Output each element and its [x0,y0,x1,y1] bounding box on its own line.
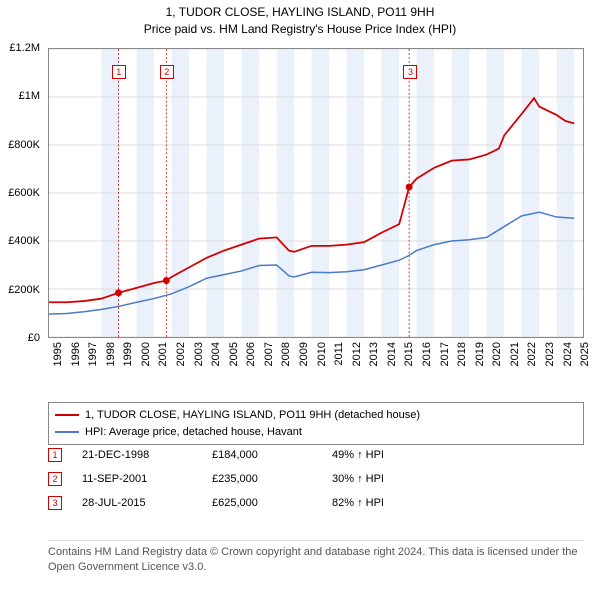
x-tick-label: 1996 [70,342,82,366]
event-row: 2 11-SEP-2001 £235,000 30% ↑ HPI [48,472,584,486]
x-tick-label: 2007 [263,342,275,366]
y-tick-label: £200K [8,284,40,296]
x-tick-label: 1999 [122,342,134,366]
y-tick-label: £0 [28,332,40,344]
x-tick-label: 2023 [544,342,556,366]
x-tick-label: 2005 [228,342,240,366]
x-tick-label: 2009 [298,342,310,366]
event-marker-2: 2 [160,65,174,79]
x-tick-label: 2010 [316,342,328,366]
y-axis-labels: £0£200K£400K£600K£800K£1M£1.2M [0,48,44,338]
chart-svg [49,49,583,337]
y-tick-label: £400K [8,235,40,247]
x-tick-label: 2022 [526,342,538,366]
events-table: 1 21-DEC-1998 £184,000 49% ↑ HPI 2 11-SEP-200… [48,448,584,520]
x-tick-label: 2003 [193,342,205,366]
legend-label-series2: HPI: Average price, detached house, Hava… [85,424,302,441]
title-line-2: Price paid vs. HM Land Registry's House … [0,21,600,38]
event-marker-3: 3 [403,65,417,79]
x-tick-label: 1998 [105,342,117,366]
legend-label-series1: 1, TUDOR CLOSE, HAYLING ISLAND, PO11 9HH… [85,407,420,424]
event-row-date: 11-SEP-2001 [72,473,202,485]
x-tick-label: 1995 [52,342,64,366]
y-tick-label: £1.2M [9,42,40,54]
legend-row-series2: HPI: Average price, detached house, Hava… [55,424,577,441]
x-tick-label: 2024 [562,342,574,366]
x-tick-label: 2000 [140,342,152,366]
event-row: 1 21-DEC-1998 £184,000 49% ↑ HPI [48,448,584,462]
event-row-price: £235,000 [212,473,322,485]
event-row: 3 28-JUL-2015 £625,000 82% ↑ HPI [48,496,584,510]
x-tick-label: 2014 [386,342,398,366]
x-tick-label: 2020 [491,342,503,366]
legend-row-series1: 1, TUDOR CLOSE, HAYLING ISLAND, PO11 9HH… [55,407,577,424]
event-row-marker: 3 [48,496,62,510]
x-tick-label: 2006 [245,342,257,366]
event-row-marker: 2 [48,472,62,486]
event-marker-1: 1 [112,65,126,79]
event-row-date: 28-JUL-2015 [72,497,202,509]
event-row-date: 21-DEC-1998 [72,449,202,461]
event-row-marker: 1 [48,448,62,462]
x-tick-label: 2021 [509,342,521,366]
x-tick-label: 2015 [403,342,415,366]
x-tick-label: 2011 [333,342,345,366]
x-tick-label: 2025 [579,342,591,366]
y-tick-label: £800K [8,139,40,151]
legend-swatch-series1 [55,414,79,416]
x-tick-label: 2019 [474,342,486,366]
x-tick-label: 2002 [175,342,187,366]
attribution-text: Contains HM Land Registry data © Crown c… [48,540,584,575]
legend-box: 1, TUDOR CLOSE, HAYLING ISLAND, PO11 9HH… [48,402,584,445]
x-tick-label: 2013 [368,342,380,366]
y-tick-label: £600K [8,187,40,199]
x-tick-label: 2012 [351,342,363,366]
legend-swatch-series2 [55,431,79,433]
x-tick-label: 2001 [157,342,169,366]
x-tick-label: 2004 [210,342,222,366]
event-row-price: £184,000 [212,449,322,461]
chart-container: 1, TUDOR CLOSE, HAYLING ISLAND, PO11 9HH… [0,0,600,590]
x-axis-labels: 1995 1996 1997 1998 1999 2000 2001 2002 2003 2004… [48,338,584,408]
x-tick-label: 2016 [421,342,433,366]
title-block: 1, TUDOR CLOSE, HAYLING ISLAND, PO11 9HH… [0,0,600,38]
event-row-hpi: 30% ↑ HPI [332,473,442,485]
event-row-price: £625,000 [212,497,322,509]
event-row-hpi: 49% ↑ HPI [332,449,442,461]
x-tick-label: 2008 [280,342,292,366]
x-tick-label: 2017 [439,342,451,366]
y-tick-label: £1M [19,90,40,102]
event-row-hpi: 82% ↑ HPI [332,497,442,509]
x-tick-label: 1997 [87,342,99,366]
title-line-1: 1, TUDOR CLOSE, HAYLING ISLAND, PO11 9HH [0,4,600,21]
chart-plot-area: 1 2 3 [48,48,584,338]
x-tick-label: 2018 [456,342,468,366]
